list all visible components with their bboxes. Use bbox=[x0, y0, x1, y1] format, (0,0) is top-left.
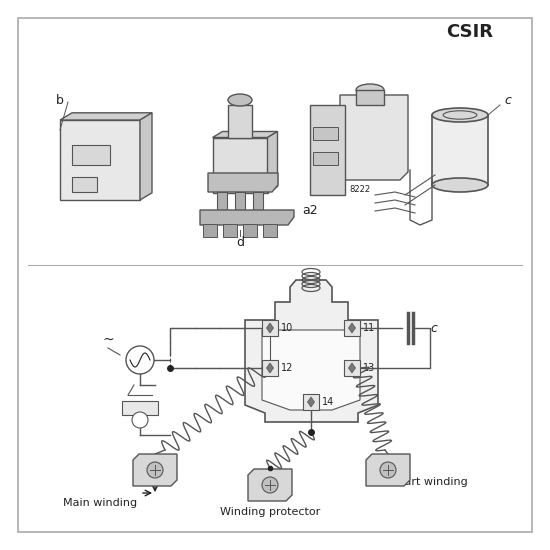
Bar bbox=[223, 224, 237, 237]
Bar bbox=[243, 224, 257, 237]
Bar bbox=[313, 127, 338, 140]
Polygon shape bbox=[307, 397, 315, 407]
Ellipse shape bbox=[356, 84, 384, 96]
Text: c: c bbox=[504, 94, 512, 107]
Polygon shape bbox=[267, 131, 278, 192]
Polygon shape bbox=[208, 173, 278, 192]
Polygon shape bbox=[200, 210, 294, 225]
Text: Winding protector: Winding protector bbox=[220, 507, 320, 517]
Circle shape bbox=[262, 477, 278, 493]
Bar bbox=[253, 192, 263, 210]
Text: 13: 13 bbox=[363, 363, 375, 373]
Bar bbox=[356, 90, 384, 105]
Circle shape bbox=[147, 462, 163, 478]
Text: 8222: 8222 bbox=[349, 185, 371, 195]
Bar bbox=[262, 360, 278, 376]
Text: 12: 12 bbox=[281, 363, 293, 373]
Polygon shape bbox=[60, 120, 140, 200]
Circle shape bbox=[380, 462, 396, 478]
Polygon shape bbox=[133, 454, 177, 486]
Text: Main winding: Main winding bbox=[63, 498, 137, 508]
Polygon shape bbox=[140, 113, 152, 200]
Polygon shape bbox=[60, 113, 152, 120]
Bar bbox=[217, 192, 227, 210]
Polygon shape bbox=[248, 469, 292, 501]
Bar bbox=[303, 394, 319, 410]
Text: 14: 14 bbox=[322, 397, 334, 407]
Polygon shape bbox=[228, 105, 252, 138]
Bar bbox=[122, 401, 158, 415]
Bar bbox=[235, 192, 245, 210]
Ellipse shape bbox=[432, 178, 488, 192]
Polygon shape bbox=[366, 454, 410, 486]
Text: CSIR: CSIR bbox=[447, 23, 493, 41]
Circle shape bbox=[132, 412, 148, 428]
Polygon shape bbox=[267, 323, 273, 333]
Text: b: b bbox=[56, 94, 64, 107]
Polygon shape bbox=[267, 363, 273, 373]
Bar bbox=[203, 224, 217, 237]
Bar bbox=[72, 177, 97, 192]
Ellipse shape bbox=[228, 94, 252, 106]
Bar bbox=[313, 152, 338, 165]
Text: 10: 10 bbox=[281, 323, 293, 333]
Text: d: d bbox=[236, 235, 244, 249]
Polygon shape bbox=[340, 95, 408, 180]
Text: 11: 11 bbox=[363, 323, 375, 333]
Bar bbox=[432, 115, 488, 185]
Polygon shape bbox=[212, 131, 278, 138]
Bar bbox=[344, 360, 360, 376]
Polygon shape bbox=[212, 138, 267, 192]
Circle shape bbox=[126, 346, 154, 374]
Bar bbox=[72, 145, 110, 165]
Polygon shape bbox=[349, 363, 355, 373]
Text: ~: ~ bbox=[102, 333, 114, 347]
Bar bbox=[263, 224, 277, 237]
Polygon shape bbox=[262, 330, 360, 410]
Polygon shape bbox=[310, 105, 345, 195]
Text: Start winding: Start winding bbox=[393, 477, 468, 487]
Text: a2: a2 bbox=[302, 204, 318, 217]
Text: c: c bbox=[430, 322, 437, 334]
Polygon shape bbox=[245, 280, 378, 422]
Bar bbox=[344, 320, 360, 336]
Polygon shape bbox=[349, 323, 355, 333]
Bar bbox=[262, 320, 278, 336]
Ellipse shape bbox=[432, 108, 488, 122]
